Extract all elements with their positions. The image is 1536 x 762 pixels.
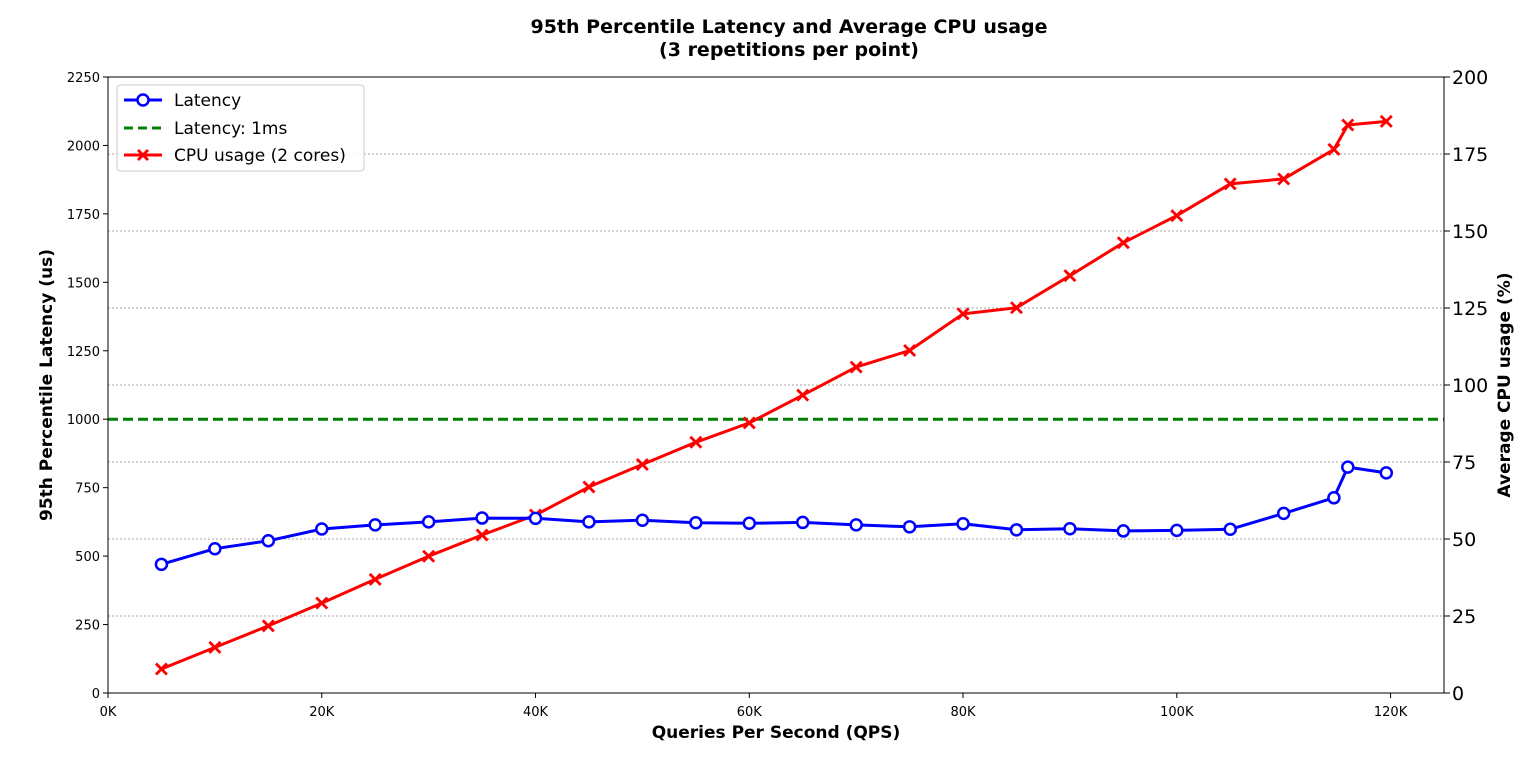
cpu-point — [208, 640, 222, 654]
cpu-point — [1009, 301, 1023, 315]
cpu-point — [796, 388, 810, 402]
right-tick-label: 175 — [1452, 144, 1488, 166]
cpu-point — [742, 416, 756, 430]
latency-point — [421, 515, 436, 529]
latency-point — [849, 518, 863, 532]
left-tick-label: 1750 — [67, 208, 100, 223]
cpu-point — [849, 360, 863, 374]
latency-point — [956, 517, 970, 531]
right-tick-label: 200 — [1452, 67, 1488, 89]
legend-label: Latency — [174, 91, 241, 111]
right-tick-label: 0 — [1452, 683, 1464, 705]
latency-point — [902, 520, 917, 534]
left-tick-label: 2000 — [67, 139, 100, 154]
right-tick-label: 50 — [1452, 529, 1476, 551]
cpu-point — [1277, 172, 1291, 186]
cpu-point — [1379, 114, 1393, 128]
legend-item-latency: Latency — [124, 91, 241, 111]
left-tick-label: 500 — [75, 550, 100, 565]
cpu-point — [1223, 177, 1237, 191]
grid — [108, 153, 1444, 617]
cpu-point — [475, 528, 489, 542]
left-tick-label: 1250 — [67, 345, 100, 360]
cpu-point — [422, 549, 436, 563]
cpu-point — [635, 457, 649, 471]
right-tick-label: 75 — [1452, 452, 1476, 474]
latency-point — [1327, 491, 1341, 505]
legend-box — [116, 84, 365, 172]
latency-point — [1276, 506, 1291, 521]
series-line-latency — [160, 465, 1387, 566]
latency-point — [154, 557, 169, 572]
latency-point — [208, 541, 222, 556]
chart-subtitle: (3 repetitions per point) — [659, 39, 919, 61]
left-tick-label: 0 — [92, 687, 100, 702]
legend-item-latency-1ms: Latency: 1ms — [124, 119, 287, 139]
x-tick-label: 40K — [523, 705, 549, 720]
y-axis-left-label: 95th Percentile Latency (us) — [37, 249, 57, 521]
right-tick-label: 25 — [1452, 606, 1476, 628]
x-axis-ticks: 0K 20K 40K 60K 80K 100K 120K — [100, 693, 1408, 720]
left-tick-label: 250 — [75, 619, 100, 634]
cpu-point — [582, 480, 596, 494]
cpu-point — [1327, 142, 1341, 156]
cpu-point — [956, 307, 970, 321]
right-tick-label: 125 — [1452, 298, 1488, 320]
x-tick-label: 120K — [1374, 705, 1408, 720]
plot-frame — [107, 76, 1445, 694]
latency-point — [368, 518, 382, 532]
legend-label: CPU usage (2 cores) — [174, 146, 346, 166]
latency-point — [315, 522, 329, 536]
right-tick-label: 150 — [1452, 221, 1488, 243]
x-tick-label: 100K — [1160, 705, 1194, 720]
right-axis-ticks: 0 25 50 75 100 125 150 175 200 — [1444, 67, 1488, 705]
latency-point — [1223, 522, 1237, 537]
cpu-point — [1063, 269, 1077, 283]
x-tick-label: 80K — [951, 705, 977, 720]
cpu-point — [154, 662, 168, 676]
cpu-point — [315, 596, 329, 610]
right-tick-label: 100 — [1452, 375, 1488, 397]
left-tick-label: 2250 — [67, 71, 100, 86]
cpu-point — [1341, 118, 1355, 132]
latency-point — [261, 534, 276, 548]
cpu-point — [368, 572, 382, 586]
x-tick-label: 0K — [100, 705, 117, 720]
latency-point — [475, 511, 489, 525]
latency-point — [635, 513, 650, 527]
cpu-point — [1170, 209, 1184, 223]
cpu-point — [1116, 236, 1130, 250]
legend-label: Latency: 1ms — [174, 119, 287, 139]
latency-point — [528, 511, 543, 526]
legend-item-cpu-usage: CPU usage (2 cores) — [124, 146, 346, 166]
latency-point — [1170, 523, 1184, 538]
latency-point — [582, 515, 596, 529]
cpu-point — [689, 435, 703, 449]
latency-point — [1116, 524, 1131, 538]
latency-point — [742, 516, 757, 531]
chart-title: 95th Percentile Latency and Average CPU … — [530, 16, 1047, 38]
legend: Latency Latency: 1ms CPU usage (2 cores) — [116, 84, 365, 172]
latency-point — [795, 515, 810, 530]
x-tick-label: 60K — [737, 705, 763, 720]
x-tick-label: 20K — [309, 705, 335, 720]
plot-series — [108, 114, 1444, 676]
cpu-point — [261, 619, 275, 633]
latency-point — [1341, 460, 1355, 474]
latency-point — [1063, 521, 1077, 536]
latency-point — [1009, 523, 1024, 537]
cpu-point — [903, 344, 917, 357]
x-axis-label: Queries Per Second (QPS) — [652, 723, 901, 743]
left-axis-ticks: 0 250 500 750 1000 1250 1500 1750 2000 2250 — [67, 71, 108, 702]
left-tick-label: 1000 — [67, 413, 100, 428]
latency-point — [689, 515, 703, 530]
latency-point — [1379, 466, 1394, 480]
left-tick-label: 1500 — [67, 276, 100, 291]
series-line-cpu-usage — [160, 119, 1387, 671]
y-axis-right-label: Average CPU usage (%) — [1495, 272, 1515, 497]
left-tick-label: 750 — [75, 482, 100, 497]
